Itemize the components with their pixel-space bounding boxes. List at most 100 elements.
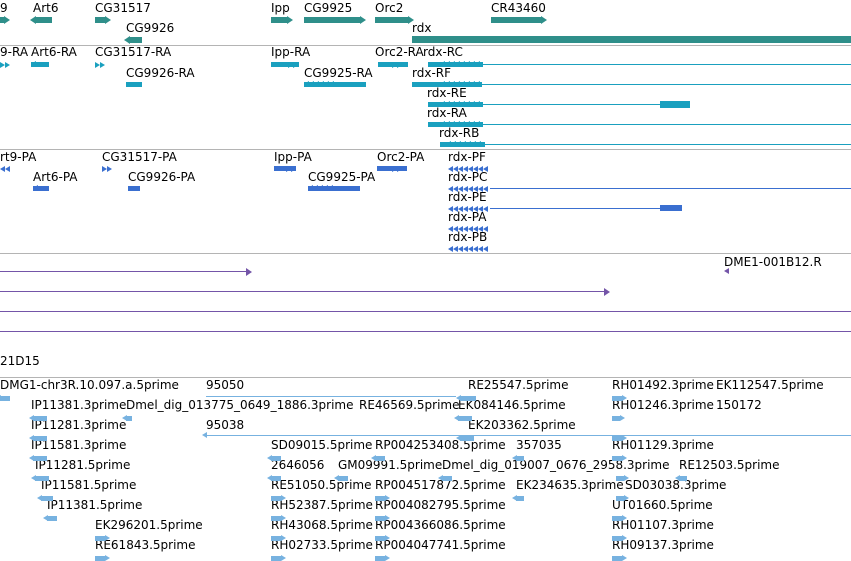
est-label[interactable]: EK234635.3prime <box>516 478 624 492</box>
transcript-label[interactable]: rdx-RE <box>427 86 467 100</box>
est-glyph[interactable] <box>95 536 105 541</box>
protein-label[interactable]: Ipp-PA <box>274 150 312 164</box>
est-label[interactable]: RH43068.5prime <box>271 518 373 532</box>
gene-label[interactable]: CG31517 <box>95 1 151 15</box>
est-glyph[interactable] <box>616 476 624 481</box>
est-glyph[interactable] <box>95 556 105 561</box>
est-glyph[interactable] <box>375 496 385 501</box>
est-label[interactable]: 357035 <box>516 438 562 452</box>
est-label[interactable]: EK203362.5prime <box>468 418 576 432</box>
est-line[interactable] <box>206 396 456 397</box>
est-label[interactable]: RH09137.3prime <box>612 538 714 552</box>
est-glyph[interactable] <box>612 536 622 541</box>
protein-label[interactable]: CG31517-PA <box>102 150 177 164</box>
gene-label[interactable]: 9 <box>0 1 8 15</box>
est-label[interactable]: RE25547.5prime <box>468 378 569 392</box>
protein-label[interactable]: rdx-PB <box>448 230 488 244</box>
clone-label[interactable]: 21D15 <box>0 354 40 368</box>
est-label[interactable]: UT01660.5prime <box>612 498 713 512</box>
alignment-label[interactable]: DME1-001B12.R <box>724 255 822 269</box>
exon-glyph[interactable] <box>660 101 690 108</box>
est-glyph[interactable] <box>612 416 620 421</box>
est-label[interactable]: EK112547.5prime <box>716 378 824 392</box>
est-glyph[interactable] <box>271 476 281 481</box>
est-glyph[interactable] <box>33 416 47 421</box>
est-label[interactable]: IP11281.5prime <box>35 458 131 472</box>
est-glyph[interactable] <box>442 476 452 481</box>
protein-glyph[interactable] <box>33 186 49 191</box>
est-label[interactable]: RP004047741.5prime <box>375 538 506 552</box>
est-glyph[interactable] <box>33 436 47 441</box>
est-glyph[interactable] <box>375 516 385 521</box>
est-glyph[interactable] <box>612 436 622 441</box>
est-glyph[interactable] <box>47 516 57 521</box>
est-glyph[interactable] <box>35 476 49 481</box>
est-label[interactable]: RH02733.5prime <box>271 538 373 552</box>
est-glyph[interactable] <box>338 476 348 481</box>
intron-line[interactable] <box>483 64 851 65</box>
gene-label[interactable]: Ipp <box>271 1 290 15</box>
exon-glyph[interactable] <box>271 62 299 67</box>
protein-label[interactable]: rdx-PA <box>448 210 487 224</box>
gene-glyph[interactable] <box>412 36 851 43</box>
transcript-label[interactable]: CG9925-RA <box>304 66 373 80</box>
est-label[interactable]: RP004082795.5prime <box>375 498 506 512</box>
gene-glyph[interactable] <box>375 17 408 23</box>
transcript-label[interactable]: rdx-RF <box>412 66 452 80</box>
est-label[interactable]: SD09015.5prime <box>271 438 373 452</box>
est-glyph[interactable] <box>516 496 524 501</box>
est-glyph[interactable] <box>612 396 622 401</box>
protein-glyph[interactable] <box>308 186 360 191</box>
gene-glyph[interactable] <box>304 17 360 23</box>
gene-glyph[interactable] <box>491 17 541 23</box>
est-glyph[interactable] <box>375 456 385 461</box>
est-label[interactable]: 95050 <box>206 378 245 392</box>
intron-line[interactable] <box>490 208 660 209</box>
est-glyph[interactable] <box>126 416 132 421</box>
est-glyph[interactable] <box>458 416 472 421</box>
protein-label[interactable]: Orc2-PA <box>377 150 425 164</box>
est-glyph[interactable] <box>460 436 474 441</box>
est-label[interactable]: RP004517872.5prime <box>375 478 506 492</box>
est-label[interactable]: RH01107.3prime <box>612 518 714 532</box>
protein-label[interactable]: Art6-PA <box>33 170 78 184</box>
transcript-label[interactable]: CG9926-RA <box>126 66 195 80</box>
est-label[interactable]: DMG1-chr3R.10.097.a.5prime <box>0 378 179 392</box>
est-glyph[interactable] <box>612 456 622 461</box>
est-label[interactable]: 95038 <box>206 418 245 432</box>
est-glyph[interactable] <box>271 496 281 501</box>
est-glyph[interactable] <box>271 556 281 561</box>
transcript-label[interactable]: Ipp-RA <box>271 45 311 59</box>
est-label[interactable]: IP11581.5prime <box>41 478 137 492</box>
intron-line[interactable] <box>490 188 851 189</box>
alignment-line[interactable] <box>0 271 246 272</box>
gene-glyph[interactable] <box>36 17 52 23</box>
transcript-label[interactable]: Art6-RA <box>31 45 77 59</box>
gene-label[interactable]: rdx <box>412 21 432 35</box>
est-label[interactable]: RH01492.3prime <box>612 378 714 392</box>
intron-line[interactable] <box>483 104 660 105</box>
protein-label[interactable]: rt9-PA <box>0 150 37 164</box>
gene-label[interactable]: Art6 <box>33 1 59 15</box>
intron-line[interactable] <box>482 84 851 85</box>
gene-glyph[interactable] <box>95 17 105 23</box>
protein-label[interactable]: rdx-PC <box>448 170 488 184</box>
est-glyph[interactable] <box>271 516 281 521</box>
transcript-label[interactable]: rdx-RA <box>427 106 467 120</box>
est-label[interactable]: EK084146.5prime <box>458 398 566 412</box>
gene-label[interactable]: CG9926 <box>126 21 175 35</box>
transcript-label[interactable]: 9-RA <box>0 45 29 59</box>
gene-label[interactable]: CR43460 <box>491 1 546 15</box>
transcript-label[interactable]: rdx-RC <box>423 45 463 59</box>
est-label[interactable]: GM09991.5prime <box>338 458 443 472</box>
protein-label[interactable]: CG9926-PA <box>128 170 196 184</box>
est-label[interactable]: RH01129.3prime <box>612 438 714 452</box>
protein-glyph[interactable] <box>274 166 296 171</box>
est-label[interactable]: RE51050.5prime <box>271 478 372 492</box>
est-glyph[interactable] <box>0 396 10 401</box>
est-label[interactable]: EK296201.5prime <box>95 518 203 532</box>
exon-glyph[interactable] <box>304 82 366 87</box>
est-label[interactable]: RH52387.5prime <box>271 498 373 512</box>
est-label[interactable]: RH01246.3prime <box>612 398 714 412</box>
alignment-line[interactable] <box>0 331 851 332</box>
